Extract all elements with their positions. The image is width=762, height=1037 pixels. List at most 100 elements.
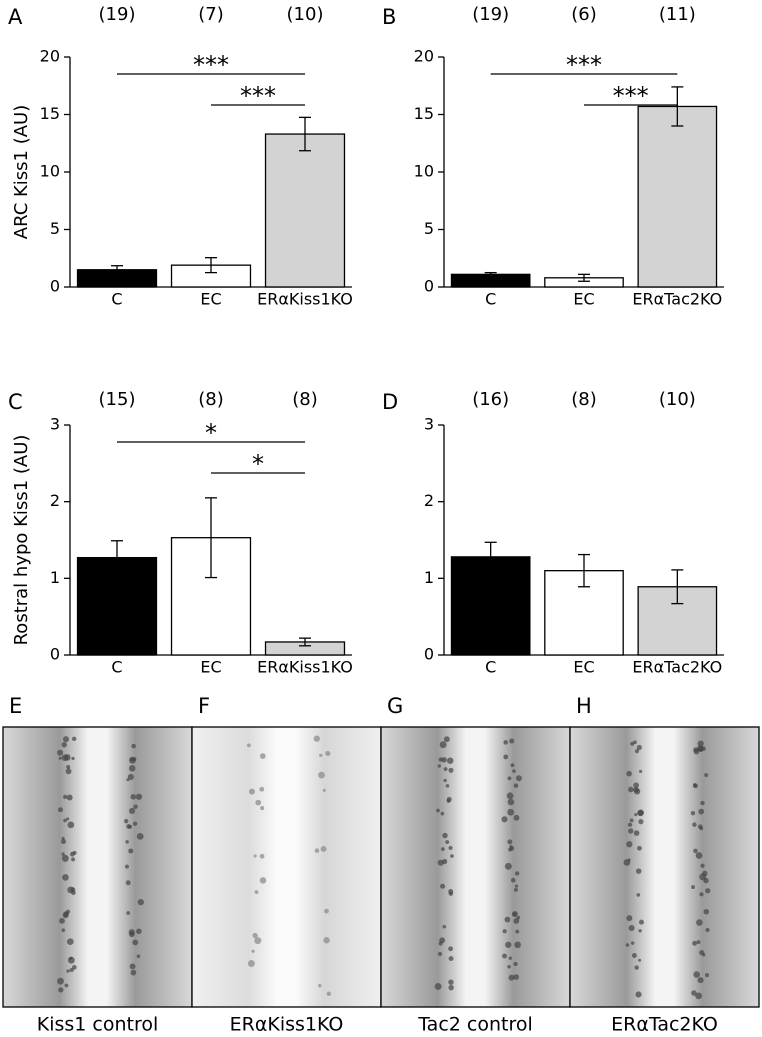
cell [60,839,67,845]
cell [71,756,75,761]
cell [514,884,519,888]
panel-label: C [8,390,23,414]
y-tick-label: 0 [424,277,434,296]
cell [59,917,65,924]
cell [633,782,640,789]
cell [450,854,454,858]
significance-label: * [205,419,217,447]
cell [71,736,77,742]
x-tick-label: ERαKiss1KO [257,658,353,677]
cell [66,817,70,821]
cell [509,846,515,851]
cell [629,818,634,823]
micrograph [380,726,571,1008]
cell [700,800,705,806]
cell [322,788,326,792]
cell [695,852,703,859]
cell [626,915,633,922]
cell [131,743,136,749]
cell [507,965,511,969]
cell [136,954,141,959]
cell [633,787,639,793]
cell [434,982,442,990]
bar [264,133,346,288]
cell [61,852,65,856]
cell [439,741,447,749]
significance-label: * [252,450,264,478]
x-tick-label: EC [573,658,594,677]
cell [705,888,711,894]
cell [695,992,703,1000]
cell [448,889,454,895]
cell [323,937,330,944]
cell [132,939,139,946]
cell [627,786,634,793]
y-tick-label: 1 [50,568,60,587]
image-caption: ERαKiss1KO [230,1014,344,1036]
cell [66,938,74,946]
cell [319,753,323,758]
bar [637,105,718,288]
cell [67,821,75,829]
cell [623,859,631,866]
cell [259,786,265,792]
cell [259,753,266,759]
micrograph [569,726,760,1008]
x-tick-label: ERαTac2KO [632,658,722,677]
significance-label: *** [240,82,276,110]
cell [700,863,705,868]
cell [252,932,258,939]
cell [501,816,508,823]
panel-label: A [8,5,23,29]
panel-label: D [382,390,398,414]
significance-label: *** [613,82,649,110]
cell [125,880,131,886]
cell [692,940,698,946]
y-tick-label: 0 [50,645,60,664]
cell [639,769,643,773]
cell [441,757,447,763]
cell [314,848,320,853]
cell [515,775,522,782]
image-caption: Tac2 control [417,1014,533,1036]
cell [128,848,134,854]
cell [133,804,138,809]
cell [66,969,70,973]
cell [697,977,704,984]
image-caption: ERαTac2KO [611,1014,718,1036]
cell [513,974,520,980]
cell [697,746,704,752]
cell [630,741,635,746]
cell [125,840,129,844]
cell [693,783,698,789]
cell [514,941,521,949]
n-label: (19) [472,4,509,25]
cell [128,807,136,815]
cell [513,918,520,924]
cell [505,941,512,948]
y-tick-label: 1 [424,568,434,587]
cell [443,767,448,771]
cell [637,809,644,817]
cell [691,990,697,996]
x-tick-label: ERαTac2KO [632,290,722,309]
cell [503,740,508,745]
y-axis-label: ARC Kiss1 (AU) [11,105,32,239]
cell [247,960,255,967]
cell [696,919,703,926]
cell [67,886,75,894]
cell [634,813,638,817]
cell [66,765,71,770]
cell [510,877,516,883]
cell [71,965,77,970]
cell [703,877,709,884]
cell [61,754,69,762]
cell [63,818,67,823]
cell [636,893,641,897]
cell [442,832,448,839]
cell [638,819,644,825]
cell [636,744,642,751]
cell [634,749,639,754]
cell [513,961,518,967]
cell [58,807,63,813]
